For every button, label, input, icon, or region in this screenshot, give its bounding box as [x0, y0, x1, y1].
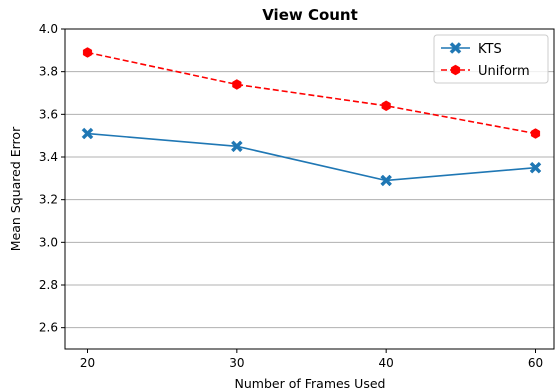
plot-frame	[64, 28, 555, 350]
data-point-marker	[381, 100, 391, 112]
series-line	[87, 132, 536, 182]
x-tick-label: 40	[379, 356, 394, 370]
x-axis-ticks: 20 30 40 60	[80, 349, 543, 370]
y-tick-label: 4.0	[39, 22, 58, 36]
series-kts	[81, 127, 542, 187]
data-point-marker	[380, 174, 393, 187]
y-tick-label: 3.6	[39, 107, 58, 121]
y-tick-label: 2.6	[39, 321, 58, 335]
data-point-marker	[81, 127, 94, 140]
y-tick-label: 3.2	[39, 193, 58, 207]
legend-frame	[433, 34, 549, 84]
legend-label: Uniform	[478, 64, 530, 79]
x-tick-label: 20	[80, 356, 95, 370]
legend-label: KTS	[478, 42, 502, 57]
data-point-marker	[450, 64, 461, 76]
y-tick-label: 3.0	[39, 235, 58, 249]
legend: KTS Uniform	[433, 34, 549, 84]
x-axis-label: Number of Frames Used	[235, 376, 386, 391]
data-point-marker	[529, 161, 542, 174]
y-tick-label: 2.8	[39, 278, 58, 292]
y-tick-label: 3.4	[39, 150, 58, 164]
x-tick-label: 60	[528, 356, 543, 370]
data-point-marker	[82, 47, 93, 58]
chart-title: View Count	[262, 6, 358, 24]
data-point-marker	[230, 140, 243, 153]
data-point-marker	[232, 79, 242, 90]
series-uniform	[82, 47, 541, 139]
y-axis-ticks: 2.6 2.8 3.0 3.2 3.4 3.6 3.8 4.0	[39, 22, 65, 335]
y-tick-label: 3.8	[39, 65, 58, 79]
data-point-marker	[449, 42, 462, 54]
series-group	[81, 47, 542, 187]
y-axis-label: Mean Squared Error	[8, 126, 23, 251]
x-tick-label: 30	[229, 356, 244, 370]
grid-lines	[65, 28, 554, 329]
series-line	[87, 51, 536, 135]
data-point-marker	[530, 128, 541, 139]
